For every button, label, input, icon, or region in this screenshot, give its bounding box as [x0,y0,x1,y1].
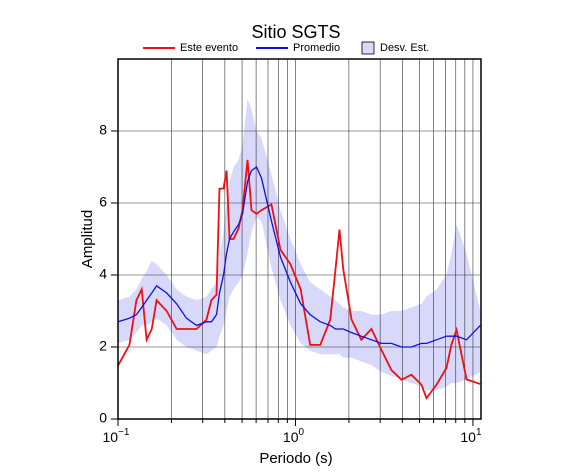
y-tick-label: 2 [99,338,107,354]
legend-label: Desv. Est. [380,42,429,54]
x-tick-exponent: 1 [476,427,482,438]
x-axis-label: Periodo (s) [259,450,332,467]
chart-title: Sitio SGTS [251,22,340,42]
x-tick-label: 101 [460,427,482,445]
x-tick-base: 10 [103,429,119,445]
x-tick-base: 10 [460,429,476,445]
x-tick-label: 100 [283,427,305,445]
y-tick-label: 6 [99,194,107,210]
x-tick-base: 10 [283,429,299,445]
x-tick-label: 10−1 [103,427,130,445]
legend-swatch [361,41,375,55]
y-tick-label: 0 [99,410,107,426]
series-line [117,159,481,400]
x-tick-exponent: 0 [298,427,304,438]
y-tick-label: 8 [99,122,107,138]
legend-label: Este evento [180,42,238,54]
y-axis-label: Amplitud [79,210,96,268]
std-band [118,98,481,391]
y-tick-label: 4 [99,266,107,282]
plot-frame [117,58,482,420]
x-tick-exponent: −1 [118,427,130,438]
series-line [117,166,481,348]
legend-label: Promedio [293,42,340,54]
